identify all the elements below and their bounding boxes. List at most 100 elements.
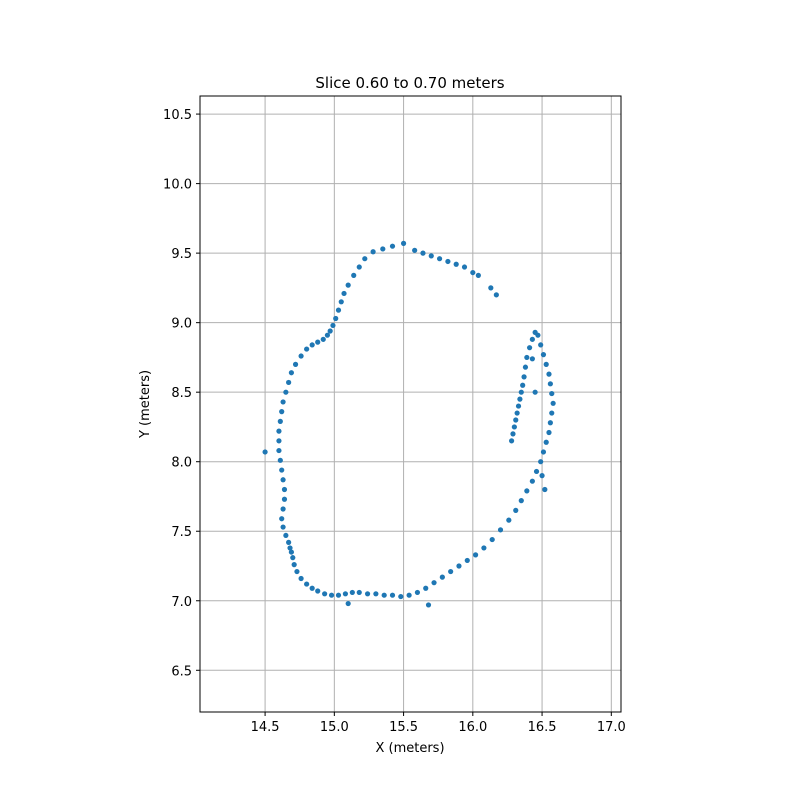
scatter-point (526, 345, 533, 351)
scatter-point (546, 371, 552, 377)
scatter-point (356, 589, 362, 596)
scatter-point (283, 389, 289, 395)
scatter-point (341, 290, 347, 297)
scatter-point (283, 532, 289, 539)
scatter-point (456, 563, 462, 569)
scatter-point (461, 264, 468, 270)
scatter-point (280, 477, 286, 483)
x-tick-label: 17.0 (597, 720, 626, 735)
scatter-point (488, 285, 494, 291)
scatter-point (529, 478, 535, 484)
scatter-point (542, 486, 548, 493)
scatter-point (540, 449, 547, 455)
scatter-point (517, 396, 523, 402)
scatter-point (279, 467, 285, 473)
scatter-point (279, 516, 285, 522)
scatter-point (345, 600, 351, 607)
scatter-point (506, 517, 512, 523)
scatter-point (335, 307, 342, 313)
scatter-point (436, 256, 443, 262)
scatter-point (532, 389, 538, 395)
x-tick-label: 15.5 (389, 720, 418, 735)
x-tick-label: 14.5 (251, 720, 280, 735)
axis-ticks: 14.5 15.0 15.5 16.0 16.5 17.0 6.5 7.0 7.5 8.0 8.5 9… (163, 108, 626, 735)
x-tick-label: 15.0 (320, 720, 349, 735)
scatter-point (511, 424, 517, 430)
x-tick-label: 16.0 (458, 720, 487, 735)
y-tick-label: 10.0 (163, 178, 192, 193)
scatter-point (294, 568, 300, 575)
scatter-point (549, 410, 555, 416)
scatter-point (529, 356, 535, 362)
scatter-point (510, 431, 516, 437)
chart-title: Slice 0.60 to 0.70 meters (315, 74, 504, 92)
y-tick-label: 6.5 (171, 664, 192, 679)
scatter-point (439, 574, 445, 580)
scatter-point (281, 486, 288, 493)
scatter-point (515, 403, 522, 409)
scatter-point (345, 282, 351, 288)
scatter-point (280, 399, 286, 405)
scatter-point (328, 592, 335, 598)
scatter-point (322, 591, 328, 597)
scatter-point (364, 591, 371, 597)
scatter-point (277, 457, 283, 463)
scatter-point (315, 339, 321, 345)
scatter-point (520, 382, 526, 388)
scatter-point (481, 545, 487, 551)
scatter-point (532, 329, 538, 335)
scatter-point (524, 354, 530, 361)
scatter-point (330, 322, 336, 329)
scatter-point (412, 247, 418, 253)
grid-lines (200, 96, 621, 712)
scatter-point (513, 507, 519, 513)
y-tick-label: 9.0 (171, 317, 192, 332)
scatter-point (513, 417, 519, 423)
scatter-point (327, 328, 333, 334)
scatter-point (543, 439, 549, 445)
scatter-point (508, 438, 515, 444)
scatter-point (288, 549, 295, 555)
scatter-point (298, 353, 304, 359)
scatter-point (518, 389, 524, 395)
scatter-point (550, 400, 556, 406)
scatter-point (547, 381, 553, 387)
scatter-point (406, 592, 412, 598)
scatter-point (309, 585, 315, 591)
y-tick-label: 7.5 (171, 525, 192, 540)
scatter-point (539, 473, 545, 479)
scatter-point (540, 352, 547, 358)
scatter-point (290, 555, 296, 561)
x-tick-label: 16.5 (528, 720, 557, 735)
scatter-point (380, 246, 386, 252)
scatter-point (291, 562, 297, 568)
scatter-point (362, 256, 368, 262)
scatter-point (514, 410, 520, 416)
scatter-point (373, 591, 379, 597)
scatter-point (546, 429, 552, 436)
scatter-point (533, 468, 540, 475)
scatter-point (338, 299, 344, 305)
scatter-point (524, 488, 530, 494)
scatter-point (543, 361, 549, 367)
scatter-point (262, 449, 268, 455)
scatter-point (538, 342, 544, 348)
scatter-point (298, 575, 304, 582)
scatter-point (324, 332, 331, 338)
scatter-point (389, 243, 396, 249)
y-tick-label: 10.5 (163, 108, 192, 123)
scatter-point (453, 261, 459, 267)
scatter-point (320, 336, 326, 342)
scatter-point (398, 593, 404, 600)
scatter-point (304, 581, 310, 587)
data-points (262, 240, 556, 608)
scatter-point (277, 418, 283, 424)
scatter-point (489, 536, 495, 543)
y-tick-label: 8.0 (171, 456, 192, 471)
scatter-point (470, 269, 476, 276)
scatter-point (538, 459, 544, 465)
scatter-point (529, 336, 535, 342)
scatter-point (547, 420, 553, 426)
